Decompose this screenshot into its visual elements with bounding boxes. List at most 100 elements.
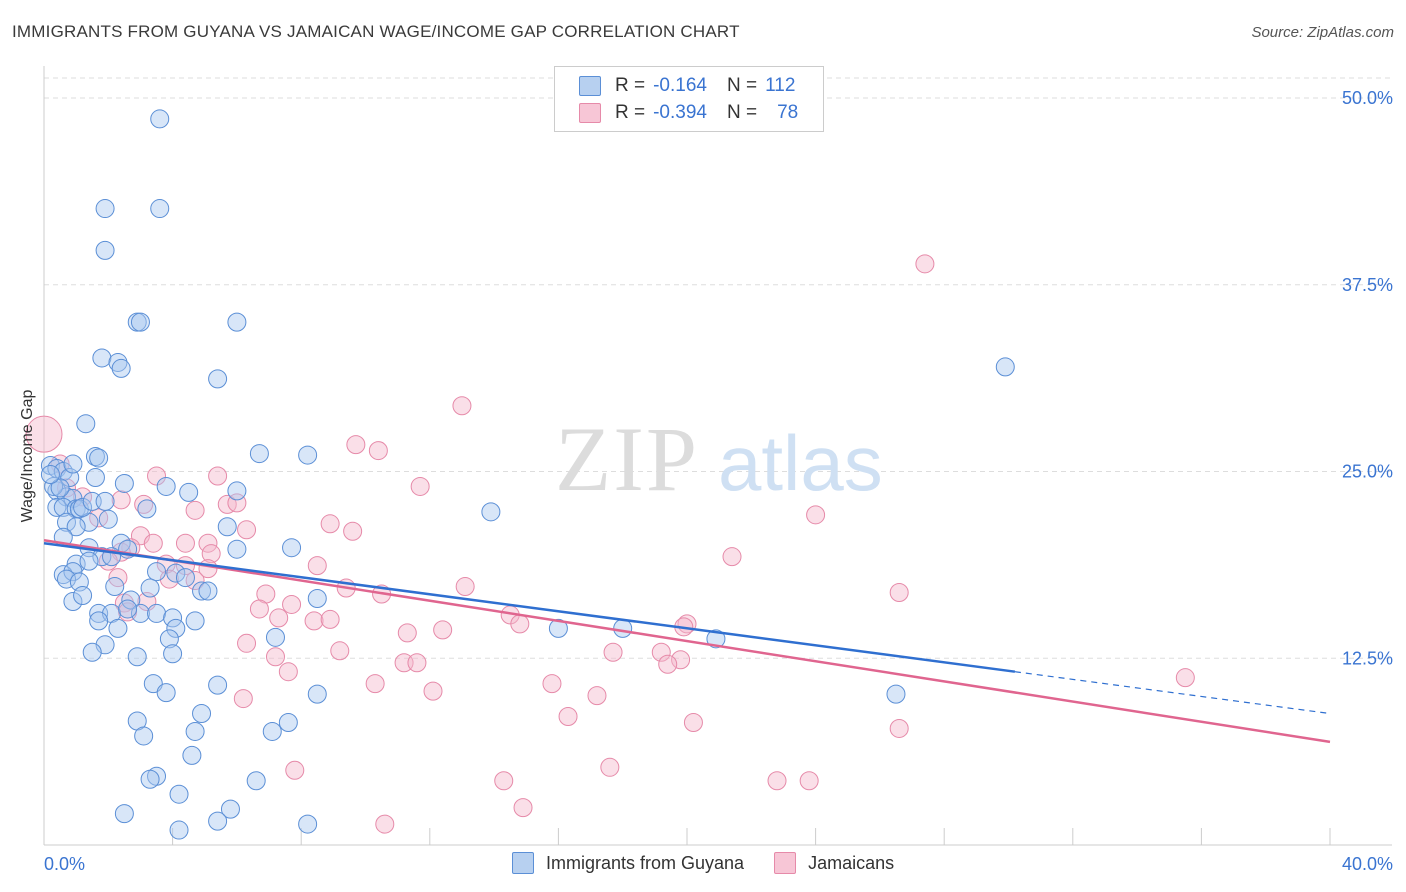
source-label: Source: ZipAtlas.com — [1251, 24, 1394, 41]
point-guyana — [307, 588, 327, 608]
point-guyana — [85, 447, 105, 467]
point-guyana — [147, 562, 167, 582]
point-guyana — [192, 581, 212, 601]
point-guyana — [265, 627, 285, 647]
point-guyana — [140, 769, 160, 789]
point-guyana — [40, 464, 60, 484]
point-guyana — [262, 721, 282, 741]
point-jamaicans — [143, 533, 163, 553]
point-jamaicans — [307, 556, 327, 576]
point-guyana — [278, 712, 298, 732]
point-jamaicans — [237, 633, 257, 653]
point-guyana — [95, 199, 115, 219]
point-jamaicans — [407, 653, 427, 673]
point-guyana — [198, 581, 218, 601]
y-axis-label: Wage/Income Gap — [19, 389, 36, 523]
watermark-zip: ZIP — [555, 408, 699, 510]
point-jamaicans — [208, 466, 228, 486]
point-jamaicans — [282, 594, 302, 614]
point-guyana — [105, 577, 125, 597]
point-guyana — [73, 497, 93, 517]
point-guyana — [169, 820, 189, 840]
point-jamaicans — [198, 533, 218, 553]
point-jamaicans — [671, 650, 691, 670]
point-jamaicans — [365, 674, 385, 694]
point-guyana — [57, 569, 77, 589]
point-jamaicans — [423, 681, 443, 701]
point-jamaicans — [217, 494, 237, 514]
point-guyana — [182, 745, 202, 765]
point-jamaicans — [89, 508, 109, 528]
point-jamaicans — [452, 396, 472, 416]
point-guyana — [150, 109, 170, 129]
point-guyana — [150, 199, 170, 219]
point-guyana — [66, 517, 86, 537]
point-guyana — [130, 312, 150, 332]
point-guyana — [163, 608, 183, 628]
point-guyana — [548, 618, 568, 638]
point-guyana — [298, 814, 318, 834]
y-tick-label: 50.0% — [1342, 88, 1393, 108]
correlation-legend: R = -0.164 N = 112 R = -0.394 N = 78 — [554, 66, 824, 132]
point-guyana — [50, 478, 70, 498]
point-guyana — [79, 551, 99, 571]
point-guyana — [98, 509, 118, 529]
point-guyana — [282, 538, 302, 558]
trendline-jamaicans — [43, 538, 1331, 744]
point-jamaicans — [233, 689, 253, 709]
point-guyana — [298, 445, 318, 465]
point-guyana — [92, 348, 112, 368]
point-guyana — [613, 618, 633, 638]
legend-n-value: 78 — [777, 102, 799, 123]
point-guyana — [95, 491, 115, 511]
point-guyana — [63, 591, 83, 611]
point-jamaicans — [175, 533, 195, 553]
point-guyana — [134, 726, 154, 746]
point-guyana — [995, 357, 1015, 377]
point-guyana — [886, 684, 906, 704]
point-jamaicans — [1175, 668, 1195, 688]
point-guyana — [156, 683, 176, 703]
point-guyana — [63, 454, 83, 474]
point-guyana — [137, 499, 157, 519]
point-guyana — [63, 562, 83, 582]
point-jamaicans — [513, 798, 533, 818]
point-jamaicans — [265, 647, 285, 667]
point-jamaicans — [494, 771, 514, 791]
point-jamaicans — [915, 254, 935, 274]
point-jamaicans — [25, 415, 63, 453]
point-guyana — [118, 599, 138, 619]
legend-r-label: R = — [615, 75, 646, 96]
point-guyana — [481, 502, 501, 522]
point-jamaicans — [799, 771, 819, 791]
point-guyana — [166, 618, 186, 638]
legend-swatch-guyana — [512, 852, 534, 874]
point-guyana — [44, 476, 64, 496]
point-jamaicans — [111, 490, 131, 510]
point-jamaicans — [722, 547, 742, 567]
series-guyana-points — [40, 109, 1015, 840]
point-guyana — [208, 811, 228, 831]
axes — [43, 66, 1392, 846]
point-jamaicans — [237, 520, 257, 540]
point-guyana — [246, 771, 266, 791]
point-jamaicans — [889, 583, 909, 603]
chart-title: IMMIGRANTS FROM GUYANA VS JAMAICAN WAGE/… — [12, 22, 740, 41]
point-guyana — [89, 611, 109, 631]
point-jamaicans — [651, 642, 671, 662]
point-guyana — [227, 312, 247, 332]
legend-swatch-jamaicans — [579, 103, 601, 123]
point-jamaicans — [346, 435, 366, 455]
point-jamaicans — [600, 757, 620, 777]
point-jamaicans — [658, 654, 678, 674]
y-tick-label: 37.5% — [1342, 275, 1393, 295]
point-jamaicans — [368, 441, 388, 461]
trendline-guyana-extension — [1014, 671, 1331, 715]
point-guyana — [208, 369, 228, 389]
legend-r-label: R = — [615, 102, 646, 123]
point-guyana — [208, 675, 228, 695]
legend-swatch-jamaicans — [774, 852, 797, 874]
watermark-atlas: atlas — [718, 419, 883, 507]
point-guyana — [57, 512, 77, 532]
